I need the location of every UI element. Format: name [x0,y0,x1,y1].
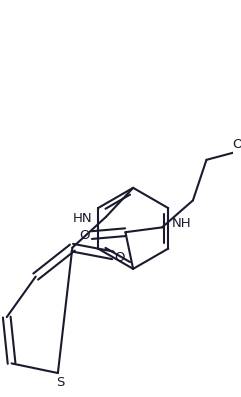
Text: O: O [114,251,125,264]
Text: O: O [232,138,241,151]
Text: O: O [80,229,90,242]
Text: S: S [56,376,64,389]
Text: NH: NH [172,217,191,230]
Text: HN: HN [73,212,93,225]
